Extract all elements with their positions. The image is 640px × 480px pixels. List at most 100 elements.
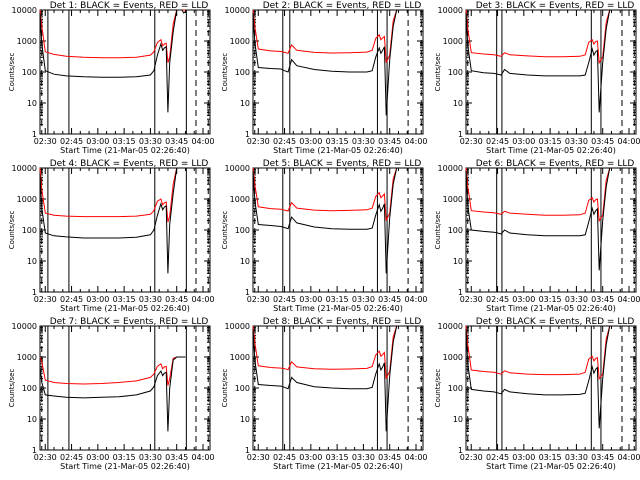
x-tick-label: 03:45 xyxy=(591,453,614,462)
y-tick-label: 100 xyxy=(235,384,250,393)
x-tick-label: 03:00 xyxy=(299,137,322,146)
x-tick-label: 03:15 xyxy=(539,137,562,146)
y-axis-label: Counts/sec xyxy=(434,211,442,250)
x-axis-label: Start Time (21-Mar-05 02:26:40) xyxy=(486,462,616,471)
plot-frame xyxy=(465,325,637,451)
x-tick-label: 04:00 xyxy=(404,137,427,146)
x-tick-label: 03:45 xyxy=(165,295,188,304)
x-tick-label: 02:45 xyxy=(273,137,296,146)
y-tick-label: 1000 xyxy=(230,195,250,204)
x-tick-label: 03:00 xyxy=(86,295,109,304)
y-axis-label: Counts/sec xyxy=(221,53,229,92)
x-tick-label: 03:15 xyxy=(113,453,136,462)
x-tick-label: 03:00 xyxy=(512,137,535,146)
series-events-line xyxy=(465,167,621,271)
series-events-line xyxy=(252,167,408,274)
y-tick-label: 1 xyxy=(458,288,463,297)
x-axis-label: Start Time (21-Mar-05 02:26:40) xyxy=(486,146,616,155)
y-tick-label: 100 xyxy=(235,68,250,77)
panel-title: Det 1: BLACK = Events, RED = LLD xyxy=(50,1,209,11)
panel-title: Det 4: BLACK = Events, RED = LLD xyxy=(50,159,209,169)
x-tick-label: 03:30 xyxy=(139,137,162,146)
y-tick-label: 10000 xyxy=(12,6,37,15)
y-axis-label: Counts/sec xyxy=(221,211,229,250)
y-tick-label: 10000 xyxy=(12,322,37,331)
x-axis-label: Start Time (21-Mar-05 02:26:40) xyxy=(60,462,190,471)
y-tick-label: 10 xyxy=(240,99,250,108)
y-tick-label: 100 xyxy=(22,68,37,77)
series-events-line xyxy=(39,9,186,113)
x-tick-label: 03:30 xyxy=(565,137,588,146)
x-tick-label: 03:00 xyxy=(512,295,535,304)
y-tick-label: 1000 xyxy=(230,37,250,46)
x-tick-label: 02:45 xyxy=(60,137,83,146)
x-tick-label: 02:45 xyxy=(60,295,83,304)
x-tick-label: 02:30 xyxy=(247,137,270,146)
y-tick-label: 10 xyxy=(453,415,463,424)
plot-frame xyxy=(39,167,211,293)
y-tick-label: 100 xyxy=(448,384,463,393)
x-tick-label: 02:45 xyxy=(273,453,296,462)
x-tick-label: 02:30 xyxy=(34,295,57,304)
y-tick-label: 10 xyxy=(27,415,37,424)
x-tick-label: 02:30 xyxy=(34,137,57,146)
series-events-line xyxy=(39,167,186,274)
y-tick-label: 100 xyxy=(22,384,37,393)
x-tick-label: 02:45 xyxy=(486,295,509,304)
x-tick-label: 03:00 xyxy=(86,137,109,146)
x-tick-label: 03:15 xyxy=(539,453,562,462)
y-axis-label: Counts/sec xyxy=(221,369,229,408)
plot-frame xyxy=(39,9,211,135)
plot-frame xyxy=(465,167,637,293)
panel-title: Det 3: BLACK = Events, RED = LLD xyxy=(476,1,635,11)
y-tick-label: 1 xyxy=(32,288,37,297)
panel-title: Det 8: BLACK = Events, RED = LLD xyxy=(263,317,422,327)
x-axis-label: Start Time (21-Mar-05 02:26:40) xyxy=(273,146,403,155)
y-axis-label: Counts/sec xyxy=(434,53,442,92)
y-tick-label: 10000 xyxy=(12,164,37,173)
y-tick-label: 10 xyxy=(240,257,250,266)
x-tick-label: 02:30 xyxy=(460,295,483,304)
x-axis-label: Start Time (21-Mar-05 02:26:40) xyxy=(273,304,403,313)
x-tick-label: 03:30 xyxy=(139,295,162,304)
x-tick-label: 02:45 xyxy=(60,453,83,462)
y-tick-label: 10000 xyxy=(225,164,250,173)
y-tick-label: 10000 xyxy=(438,164,463,173)
panel-title: Det 5: BLACK = Events, RED = LLD xyxy=(263,159,422,169)
y-tick-label: 1 xyxy=(245,130,250,139)
x-tick-label: 03:15 xyxy=(113,137,136,146)
x-tick-label: 02:45 xyxy=(486,453,509,462)
series-lld-line xyxy=(465,9,621,65)
y-tick-label: 10 xyxy=(27,99,37,108)
plot-frame xyxy=(252,167,424,293)
y-tick-label: 1000 xyxy=(17,195,37,204)
series-lld-line xyxy=(252,9,408,63)
series-events-line xyxy=(252,9,408,116)
y-tick-label: 1 xyxy=(32,446,37,455)
x-tick-label: 04:00 xyxy=(191,453,214,462)
x-tick-label: 03:45 xyxy=(591,295,614,304)
x-tick-label: 03:00 xyxy=(299,295,322,304)
x-tick-label: 03:15 xyxy=(539,295,562,304)
x-tick-label: 02:30 xyxy=(460,453,483,462)
x-tick-label: 03:30 xyxy=(352,453,375,462)
y-tick-label: 1 xyxy=(458,130,463,139)
y-tick-label: 1000 xyxy=(443,353,463,362)
series-events-line xyxy=(252,325,408,432)
x-tick-label: 04:00 xyxy=(617,137,640,146)
x-tick-label: 03:00 xyxy=(299,453,322,462)
y-tick-label: 100 xyxy=(448,68,463,77)
x-tick-label: 04:00 xyxy=(617,295,640,304)
x-tick-label: 02:30 xyxy=(460,137,483,146)
series-events-line xyxy=(465,325,621,429)
y-tick-label: 1 xyxy=(245,446,250,455)
series-lld-line xyxy=(252,325,408,379)
x-tick-label: 02:30 xyxy=(34,453,57,462)
x-tick-label: 03:00 xyxy=(512,453,535,462)
x-tick-label: 03:45 xyxy=(378,137,401,146)
panel-title: Det 7: BLACK = Events, RED = LLD xyxy=(50,317,209,327)
x-tick-label: 03:15 xyxy=(113,295,136,304)
x-tick-label: 04:00 xyxy=(404,295,427,304)
plot-frame xyxy=(465,9,637,135)
